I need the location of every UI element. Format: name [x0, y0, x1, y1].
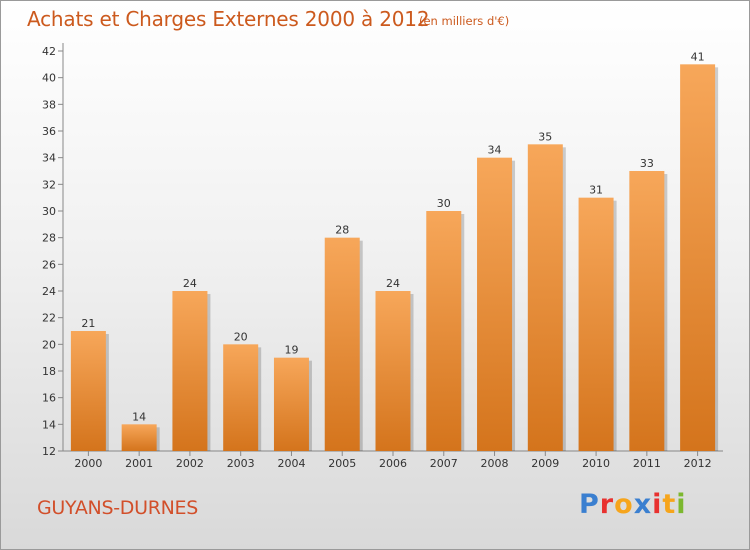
- y-tick-label: 24: [42, 285, 56, 298]
- data-label: 28: [335, 224, 349, 237]
- data-label: 31: [589, 184, 603, 197]
- y-tick-label: 12: [42, 445, 56, 458]
- bar[interactable]: [527, 144, 563, 452]
- data-label: 24: [183, 277, 197, 290]
- bar[interactable]: [375, 291, 411, 451]
- proxiti-logo[interactable]: Proxiti: [579, 489, 687, 520]
- y-tick-label: 36: [42, 125, 56, 138]
- chart-bars: 21 14 24 20 19 28 24 30 34 35 31 33 41: [70, 50, 719, 452]
- y-tick-label: 22: [42, 312, 56, 325]
- bar[interactable]: [426, 211, 462, 451]
- x-tick-label: 2007: [430, 457, 458, 470]
- data-label: 41: [691, 50, 705, 63]
- data-label: 14: [132, 410, 146, 423]
- bar[interactable]: [477, 157, 513, 451]
- logo-letter: o: [614, 489, 634, 520]
- logo-letter: i: [676, 489, 687, 520]
- x-tick-label: 2003: [227, 457, 255, 470]
- bar[interactable]: [172, 291, 208, 451]
- data-label: 34: [488, 144, 502, 157]
- bar[interactable]: [324, 237, 360, 451]
- y-tick-label: 42: [42, 45, 56, 58]
- data-label: 33: [640, 157, 654, 170]
- data-label: 35: [538, 130, 552, 143]
- logo-letter: r: [599, 489, 615, 520]
- bar[interactable]: [223, 344, 259, 451]
- logo-letter: i: [652, 489, 663, 520]
- x-tick-label: 2006: [379, 457, 407, 470]
- x-tick-label: 2012: [684, 457, 712, 470]
- x-tick-label: 2011: [633, 457, 661, 470]
- bar[interactable]: [680, 64, 716, 452]
- y-tick-label: 14: [42, 418, 56, 431]
- bar[interactable]: [578, 197, 614, 451]
- bar[interactable]: [121, 424, 157, 451]
- data-label: 30: [437, 197, 451, 210]
- chart-title: Achats et Charges Externes 2000 à 2012: [27, 7, 430, 31]
- data-label: 21: [81, 317, 95, 330]
- bar[interactable]: [629, 171, 665, 451]
- chart-axes: 12 14 16 18 20 22 24 26 28 30 32 34 36 38 40 42 2000 2001…: [42, 43, 723, 470]
- y-tick-label: 16: [42, 392, 56, 405]
- y-tick-label: 28: [42, 232, 56, 245]
- x-tick-label: 2000: [74, 457, 102, 470]
- logo-letter: t: [662, 489, 677, 520]
- logo-letter: x: [633, 489, 653, 520]
- y-tick-label: 40: [42, 72, 56, 85]
- logo-letter: P: [579, 489, 600, 520]
- bar[interactable]: [273, 357, 309, 451]
- y-tick-label: 20: [42, 338, 56, 351]
- data-label: 19: [284, 344, 298, 357]
- data-label: 24: [386, 277, 400, 290]
- y-tick-label: 30: [42, 205, 56, 218]
- bar[interactable]: [70, 331, 106, 451]
- x-tick-label: 2009: [531, 457, 559, 470]
- data-label: 20: [234, 330, 248, 343]
- y-tick-label: 38: [42, 98, 56, 111]
- x-tick-label: 2010: [582, 457, 610, 470]
- y-tick-label: 34: [42, 152, 56, 165]
- chart-subtitle: (en milliers d'€): [419, 14, 510, 28]
- y-tick-label: 26: [42, 258, 56, 271]
- place-name: GUYANS-DURNES: [37, 497, 199, 519]
- x-tick-label: 2002: [176, 457, 204, 470]
- x-tick-label: 2001: [125, 457, 153, 470]
- y-tick-label: 18: [42, 365, 56, 378]
- x-tick-label: 2004: [277, 457, 305, 470]
- x-tick-label: 2008: [481, 457, 509, 470]
- x-tick-label: 2005: [328, 457, 356, 470]
- y-tick-label: 32: [42, 178, 56, 191]
